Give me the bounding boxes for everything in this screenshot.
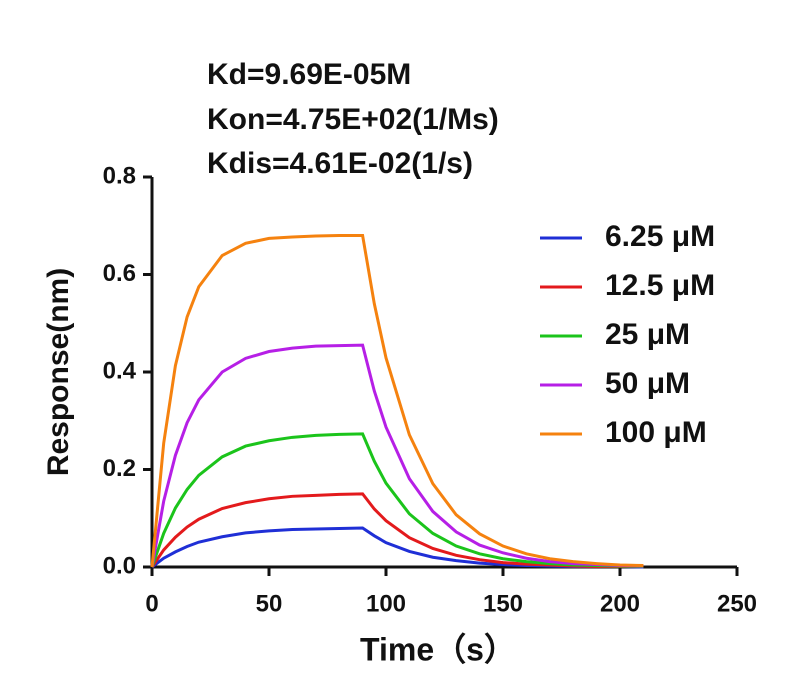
x-tick-label: 250 [717,590,757,617]
legend-label: 12.5 μM [605,269,715,302]
legend-label: 25 μM [605,318,690,351]
legend-label: 100 μM [605,416,707,449]
y-tick-label: 0.2 [103,455,136,482]
annotation: Kd=9.69E-05M [207,58,411,91]
series-line [150,343,644,568]
x-tick-label: 100 [366,590,406,617]
annotation: Kdis=4.61E-02(1/s) [207,147,473,180]
x-tick-label: 200 [600,590,640,617]
series-line [150,492,644,569]
x-axis-label: Time（s） [360,631,516,667]
x-tick-label: 50 [256,590,283,617]
annotation: Kon=4.75E+02(1/Ms) [207,103,499,136]
y-tick-label: 0.6 [103,260,136,287]
y-tick-label: 0.0 [103,552,136,579]
legend-label: 6.25 μM [605,220,715,253]
series-line [150,234,644,568]
x-tick-label: 150 [483,590,523,617]
x-tick-label: 0 [145,590,158,617]
y-tick-label: 0.4 [103,357,137,384]
series-line [150,432,644,569]
y-axis-label: Response(nm) [42,268,75,476]
y-tick-label: 0.8 [103,162,136,189]
legend-label: 50 μM [605,367,690,400]
